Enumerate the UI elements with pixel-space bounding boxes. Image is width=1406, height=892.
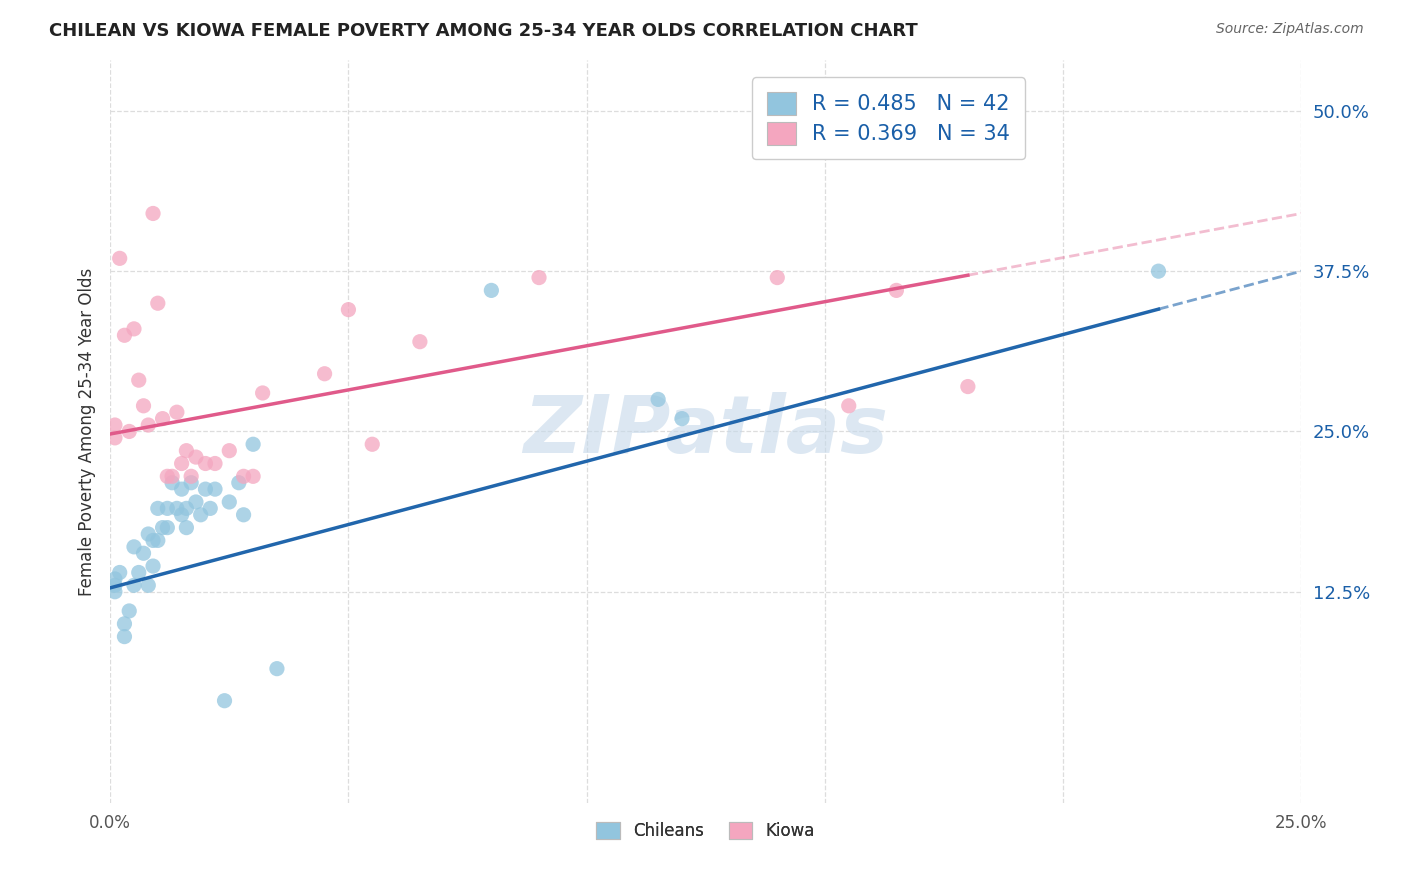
Point [128, 373, 150, 387]
Point [146, 296, 169, 310]
Point [176, 501, 198, 516]
Point [527, 270, 550, 285]
Point [152, 520, 174, 534]
Point [104, 584, 127, 599]
Point [337, 302, 360, 317]
Point [647, 392, 669, 407]
Point [104, 578, 127, 592]
Point [156, 520, 179, 534]
Point [118, 604, 141, 618]
Point [266, 662, 288, 676]
Point [176, 520, 198, 534]
Point [136, 527, 159, 541]
Text: ZIPatlas: ZIPatlas [523, 392, 889, 470]
Point [1147, 264, 1170, 278]
Text: Source: ZipAtlas.com: Source: ZipAtlas.com [1216, 22, 1364, 37]
Text: CHILEAN VS KIOWA FEMALE POVERTY AMONG 25-34 YEAR OLDS CORRELATION CHART: CHILEAN VS KIOWA FEMALE POVERTY AMONG 25… [49, 22, 918, 40]
Point [170, 508, 193, 522]
Legend: Chileans, Kiowa: Chileans, Kiowa [591, 815, 821, 847]
Point [200, 501, 222, 516]
Point [180, 475, 202, 490]
Point [156, 501, 179, 516]
Point [114, 616, 136, 631]
Point [184, 495, 207, 509]
Point [218, 443, 240, 458]
Point [176, 443, 198, 458]
Point [242, 437, 264, 451]
Point [956, 379, 979, 393]
Point [152, 411, 174, 425]
Point [184, 450, 207, 464]
Point [108, 252, 131, 266]
Point [142, 206, 165, 220]
Point [409, 334, 432, 349]
Point [479, 284, 502, 298]
Point [122, 322, 145, 336]
Point [146, 533, 169, 548]
Point [204, 482, 226, 496]
Point [146, 501, 169, 516]
Point [108, 566, 131, 580]
Point [160, 469, 183, 483]
Point [114, 630, 136, 644]
Point [232, 508, 254, 522]
Point [886, 284, 908, 298]
Point [194, 457, 217, 471]
Point [232, 469, 254, 483]
Point [136, 417, 159, 432]
Point [838, 399, 860, 413]
Point [128, 566, 150, 580]
Point [671, 411, 693, 425]
Point [180, 469, 202, 483]
Point [156, 469, 179, 483]
Point [252, 386, 274, 401]
Point [118, 425, 141, 439]
Y-axis label: Female Poverty Among 25-34 Year Olds: Female Poverty Among 25-34 Year Olds [79, 268, 96, 596]
Point [114, 328, 136, 343]
Point [136, 578, 159, 592]
Point [142, 533, 165, 548]
Point [314, 367, 336, 381]
Point [166, 501, 188, 516]
Point [104, 431, 127, 445]
Point [204, 457, 226, 471]
Point [190, 508, 212, 522]
Point [132, 546, 155, 560]
Point [104, 572, 127, 586]
Point [122, 578, 145, 592]
Point [122, 540, 145, 554]
Point [166, 405, 188, 419]
Point [132, 399, 155, 413]
Point [214, 694, 236, 708]
Point [160, 475, 183, 490]
Point [242, 469, 264, 483]
Point [766, 270, 789, 285]
Point [361, 437, 384, 451]
Point [170, 457, 193, 471]
Point [228, 475, 250, 490]
Point [194, 482, 217, 496]
Point [104, 417, 127, 432]
Point [170, 482, 193, 496]
Point [142, 559, 165, 574]
Point [218, 495, 240, 509]
